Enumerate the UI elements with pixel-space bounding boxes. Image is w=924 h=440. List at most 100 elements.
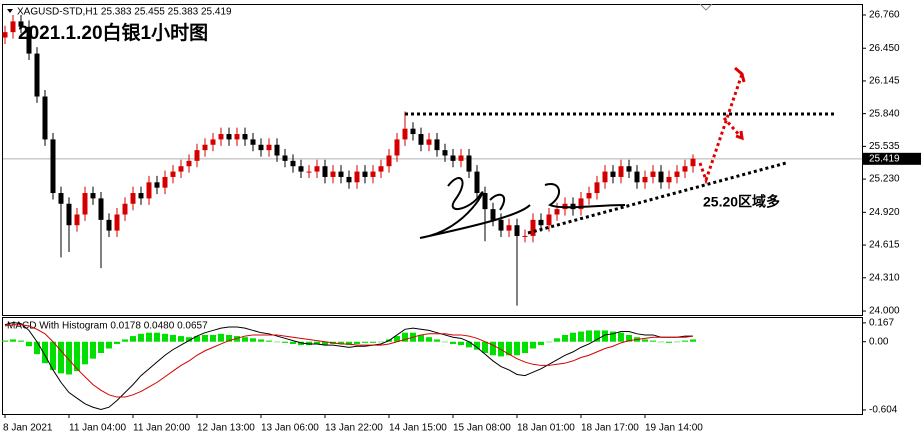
macd-bar xyxy=(322,341,328,346)
macd-bar xyxy=(34,341,40,355)
macd-bar xyxy=(82,341,88,365)
candle-body xyxy=(122,203,128,215)
macd-bar xyxy=(178,336,184,342)
macd-bar xyxy=(18,340,24,342)
macd-bar xyxy=(522,341,528,354)
last-price-box xyxy=(863,152,921,165)
candle-body xyxy=(2,32,8,38)
candle-body xyxy=(10,21,16,33)
signature xyxy=(419,177,626,239)
candle-body xyxy=(554,209,560,215)
candle-body xyxy=(330,171,336,177)
candle-body xyxy=(690,158,696,167)
candle-body xyxy=(682,166,688,172)
macd-bar xyxy=(202,334,208,342)
macd-bar xyxy=(306,341,312,346)
candle-body xyxy=(34,53,40,97)
candle-body xyxy=(666,176,672,183)
macd-bar xyxy=(290,341,296,344)
macd-bar xyxy=(218,333,224,342)
candle-body xyxy=(266,144,272,151)
macd-bar xyxy=(282,341,288,343)
candle-body xyxy=(578,198,584,210)
x-tick-label: 13 Jan 06:00 xyxy=(261,423,319,434)
candle-body xyxy=(218,134,224,140)
macd-bar xyxy=(466,341,472,348)
candle-body xyxy=(242,134,248,140)
macd-bar xyxy=(66,341,72,375)
macd-bar xyxy=(474,341,480,350)
y-tick-label: 24.615 xyxy=(869,240,900,251)
macd-bar xyxy=(354,341,360,344)
candle-body xyxy=(674,171,680,177)
x-tick-label: 18 Jan 17:00 xyxy=(581,423,639,434)
candle-body xyxy=(194,150,200,161)
macd-bar xyxy=(194,336,200,342)
price-panel xyxy=(2,4,863,316)
candle-body xyxy=(162,176,168,188)
marks: 26.760 26.450 26.145 25.840 25.535 25.230 24.9… xyxy=(2,10,921,434)
candle-body xyxy=(354,171,360,183)
y-tick-label: 0.167 xyxy=(869,317,894,328)
macd-bar xyxy=(170,334,176,342)
candle-body xyxy=(74,214,80,226)
macd-bar xyxy=(378,341,384,343)
macd-bar xyxy=(482,341,488,354)
candle-body xyxy=(634,171,640,183)
macd-bar xyxy=(10,339,16,342)
x-tick-label: 12 Jan 13:00 xyxy=(197,423,255,434)
candle-body xyxy=(290,160,296,167)
macd-bar xyxy=(146,332,152,342)
macd-bar xyxy=(506,341,512,356)
macd-bar xyxy=(346,341,352,346)
x-tick-label: 11 Jan 04:00 xyxy=(69,423,127,434)
macd-bar xyxy=(594,330,600,342)
y-tick-label: 24.920 xyxy=(869,207,900,218)
macd-bar xyxy=(258,339,264,342)
candle-body xyxy=(650,171,656,177)
candle-body xyxy=(506,225,512,231)
candle-body xyxy=(642,176,648,183)
macd-bar xyxy=(122,339,128,342)
candle-body xyxy=(378,166,384,172)
macd-bar xyxy=(90,341,96,359)
macd-bar xyxy=(610,331,616,342)
x-tick-label: 11 Jan 20:00 xyxy=(133,423,191,434)
candle-body xyxy=(106,219,112,231)
macd-bar xyxy=(666,341,672,343)
candle-body xyxy=(442,150,448,156)
macd-bar xyxy=(210,334,216,342)
candle-body xyxy=(402,128,408,140)
macd-bar xyxy=(562,334,568,342)
y-tick-label: 24.000 xyxy=(869,306,900,317)
macd-bar xyxy=(650,340,656,342)
candle-body xyxy=(114,214,120,231)
candle-body xyxy=(498,219,504,231)
candle-body xyxy=(306,171,312,173)
macd-panel xyxy=(2,317,863,415)
macd-bar xyxy=(530,341,536,349)
macd-line xyxy=(4,322,693,411)
macd-bar xyxy=(186,337,192,342)
candle-body xyxy=(250,139,256,145)
candle-body xyxy=(66,203,72,226)
macd-bar xyxy=(546,341,552,343)
candle-body xyxy=(626,166,632,172)
arrow-up xyxy=(698,73,744,185)
x-tick-label: 19 Jan 14:00 xyxy=(645,423,703,434)
macd-bar xyxy=(2,340,8,342)
candle-body xyxy=(146,182,152,199)
y-tick-label: 25.840 xyxy=(869,108,900,119)
candle-body xyxy=(274,144,280,156)
annotation: 25.20区域多 xyxy=(703,194,780,210)
candle-body xyxy=(546,214,552,226)
candle-body xyxy=(154,182,160,188)
last-price-label: 25.419 xyxy=(869,153,900,164)
y-tick-label: 26.760 xyxy=(869,10,900,21)
arrow-down xyxy=(722,116,744,140)
candle-body xyxy=(538,219,544,226)
candle-body xyxy=(594,182,600,194)
macd-bar xyxy=(234,336,240,342)
menu-arrow xyxy=(7,9,13,13)
